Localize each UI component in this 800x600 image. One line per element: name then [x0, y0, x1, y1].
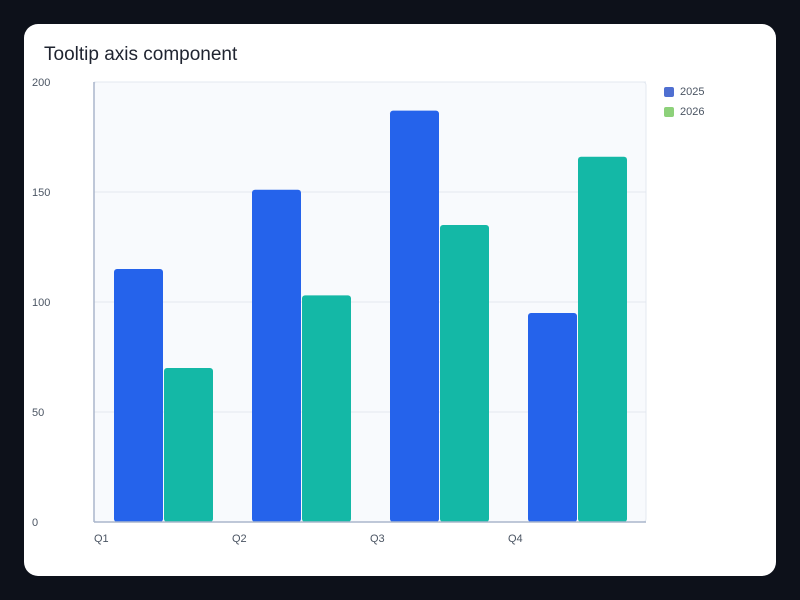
y-tick-label: 100: [32, 297, 50, 309]
x-tick-label: Q1: [94, 533, 109, 545]
chart-title: Tooltip axis component: [44, 44, 238, 65]
y-tick-label: 50: [32, 407, 44, 419]
chart-card: Tooltip axis component 0 50 100 150 200 Q1 Q2…: [24, 24, 776, 576]
x-tick-label: Q4: [508, 533, 523, 545]
y-tick-label: 0: [32, 517, 38, 529]
y-tick-label: 200: [32, 77, 50, 89]
x-tick-labels: Q1 Q2 Q3 Q4: [94, 533, 523, 545]
x-tick-label: Q3: [370, 533, 385, 545]
bar-2026-Q3[interactable]: [440, 225, 489, 522]
bar-2026-Q1[interactable]: [164, 368, 213, 522]
legend: 2025 2026: [664, 82, 704, 122]
legend-swatch: [664, 87, 674, 97]
legend-item-2025[interactable]: 2025: [664, 82, 704, 102]
bar-2026-Q2[interactable]: [302, 295, 351, 522]
bar-2025-Q3[interactable]: [390, 110, 439, 522]
bar-2026-Q4[interactable]: [578, 156, 627, 523]
y-tick-labels: 0 50 100 150 200: [32, 77, 50, 529]
legend-label: 2025: [680, 86, 705, 98]
bar-2025-Q1[interactable]: [114, 269, 163, 522]
bars: [114, 110, 627, 523]
bar-chart: 0 50 100 150 200 Q1 Q2 Q3 Q4: [32, 77, 647, 545]
bar-2025-Q2[interactable]: [252, 189, 301, 523]
legend-label: 2026: [680, 106, 705, 118]
axes: [93, 82, 646, 523]
bar-2025-Q4[interactable]: [528, 313, 577, 522]
legend-item-2026[interactable]: 2026: [664, 102, 704, 122]
x-tick-label: Q2: [232, 533, 247, 545]
legend-swatch: [664, 107, 674, 117]
y-tick-label: 150: [32, 187, 50, 199]
